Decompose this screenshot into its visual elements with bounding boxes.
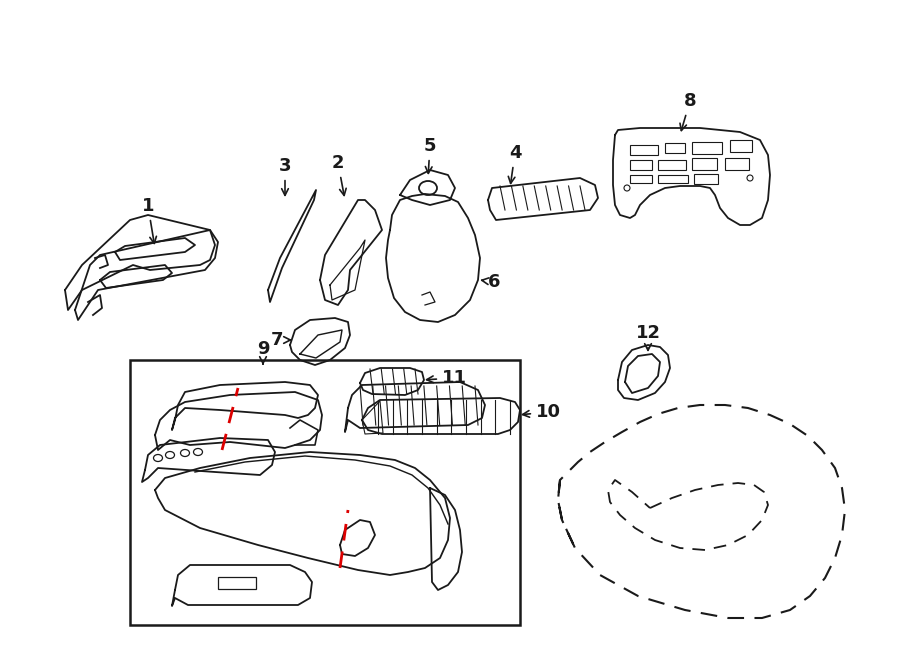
Text: 1: 1: [142, 197, 157, 243]
Text: 3: 3: [279, 157, 292, 196]
Bar: [692, 142, 722, 154]
Bar: [725, 158, 749, 170]
Bar: [730, 140, 752, 152]
Text: 12: 12: [635, 324, 661, 350]
Bar: [658, 175, 688, 183]
Bar: [218, 577, 256, 589]
Bar: [694, 174, 718, 184]
Bar: [130, 360, 520, 625]
Bar: [630, 175, 652, 183]
Text: 2: 2: [332, 154, 347, 196]
Text: 8: 8: [680, 92, 697, 130]
Text: 9: 9: [256, 340, 269, 364]
Bar: [658, 160, 686, 170]
Text: 10: 10: [523, 403, 561, 421]
Bar: [692, 158, 717, 170]
Text: 5: 5: [424, 137, 436, 173]
Bar: [630, 160, 652, 170]
Text: 6: 6: [482, 273, 500, 291]
Bar: [630, 145, 658, 155]
Text: 11: 11: [427, 369, 467, 387]
Bar: [665, 143, 685, 153]
Text: 4: 4: [508, 144, 521, 183]
Text: 7: 7: [271, 331, 291, 349]
